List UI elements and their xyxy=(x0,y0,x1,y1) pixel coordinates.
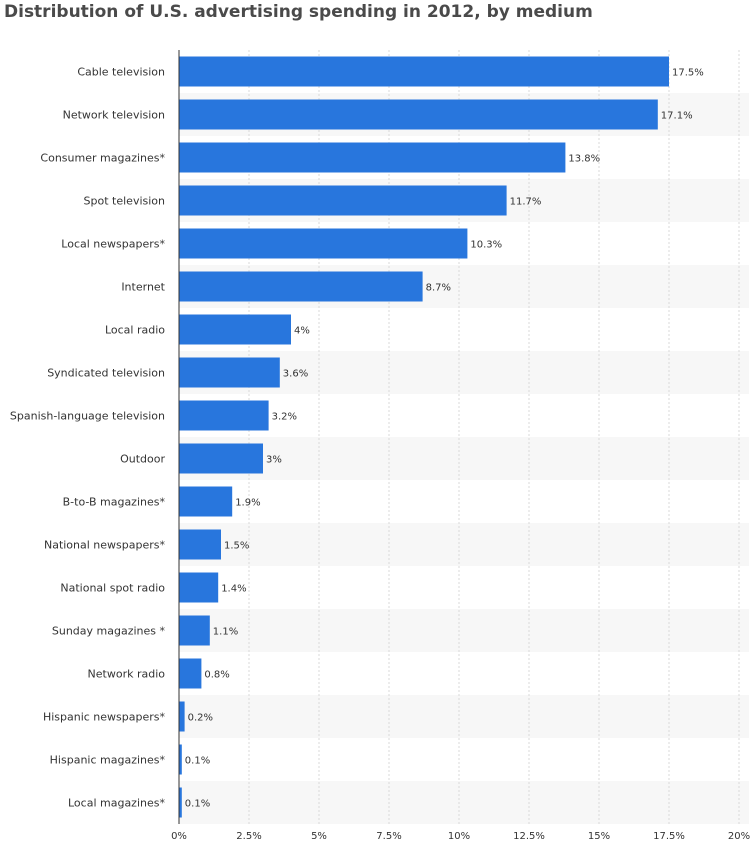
value-label: 10.3% xyxy=(470,240,502,251)
row-band xyxy=(179,609,749,652)
x-tick-label: 10% xyxy=(448,831,470,842)
value-label: 3% xyxy=(266,455,282,466)
category-label: Spanish-language television xyxy=(10,410,165,423)
x-tick-labels: 0% 2.5% 5% 7.5% 10% 12.5% 15% 17.5% 20% xyxy=(171,831,750,842)
value-label: 11.7% xyxy=(510,197,542,208)
category-label: Syndicated television xyxy=(47,367,165,380)
value-label: 17.5% xyxy=(672,68,704,79)
value-label: 0.2% xyxy=(188,713,213,724)
bars xyxy=(179,56,669,818)
x-tick-label: 15% xyxy=(588,831,610,842)
category-label: B-to-B magazines* xyxy=(63,496,166,509)
category-label: Local newspapers* xyxy=(61,238,165,251)
value-label: 17.1% xyxy=(661,111,693,122)
value-label: 3.2% xyxy=(272,412,297,423)
x-tick-label: 17.5% xyxy=(653,831,685,842)
chart-title: Distribution of U.S. advertising spendin… xyxy=(4,2,593,22)
value-label: 1.4% xyxy=(221,584,246,595)
bar[interactable] xyxy=(179,701,185,732)
bar[interactable] xyxy=(179,529,221,560)
value-label: 1.5% xyxy=(224,541,249,552)
x-tick-label: 0% xyxy=(171,831,187,842)
value-labels: 17.5% 17.1% 13.8% 11.7% 10.3% 8.7% 4% 3.6% 3.2% 3… xyxy=(185,68,704,810)
bar[interactable] xyxy=(179,142,566,173)
category-label: Internet xyxy=(121,281,165,294)
value-label: 8.7% xyxy=(426,283,451,294)
category-label: Spot television xyxy=(84,195,165,208)
value-label: 0.1% xyxy=(185,756,210,767)
gridlines xyxy=(248,50,740,824)
bar[interactable] xyxy=(179,56,669,87)
x-tick-label: 12.5% xyxy=(513,831,545,842)
category-label: National spot radio xyxy=(60,582,165,595)
row-band xyxy=(179,695,749,738)
value-label: 0.1% xyxy=(185,799,210,810)
bar[interactable] xyxy=(179,572,219,603)
bar[interactable] xyxy=(179,357,280,388)
category-label: National newspapers* xyxy=(44,539,166,552)
bar[interactable] xyxy=(179,99,658,130)
value-label: 4% xyxy=(294,326,310,337)
bar[interactable] xyxy=(179,271,423,302)
bar[interactable] xyxy=(179,228,468,259)
row-band xyxy=(179,781,749,824)
category-label: Outdoor xyxy=(120,453,165,466)
bar[interactable] xyxy=(179,658,202,689)
bar[interactable] xyxy=(179,185,507,216)
x-tick-label: 20% xyxy=(728,831,750,842)
x-tick-label: 5% xyxy=(311,831,327,842)
bar[interactable] xyxy=(179,615,210,646)
value-label: 1.1% xyxy=(213,627,238,638)
x-tick-label: 2.5% xyxy=(236,831,261,842)
category-label: Network television xyxy=(63,109,165,122)
bar[interactable] xyxy=(179,400,269,431)
category-label: Cable television xyxy=(77,66,165,79)
value-label: 13.8% xyxy=(568,154,600,165)
bar[interactable] xyxy=(179,787,182,818)
category-labels: Cable television Network television Consum… xyxy=(10,66,166,810)
category-label: Local radio xyxy=(105,324,165,337)
bar[interactable] xyxy=(179,486,233,517)
value-label: 1.9% xyxy=(235,498,260,509)
bar[interactable] xyxy=(179,314,291,345)
bar[interactable] xyxy=(179,443,263,474)
row-band xyxy=(179,523,749,566)
row-band xyxy=(179,437,749,480)
category-label: Consumer magazines* xyxy=(40,152,165,165)
value-label: 3.6% xyxy=(283,369,308,380)
x-tick-label: 7.5% xyxy=(376,831,401,842)
value-label: 0.8% xyxy=(204,670,229,681)
category-label: Hispanic magazines* xyxy=(50,754,166,767)
bar[interactable] xyxy=(179,744,182,775)
category-label: Hispanic newspapers* xyxy=(43,711,166,724)
category-label: Network radio xyxy=(88,668,166,681)
category-label: Sunday magazines * xyxy=(52,625,166,638)
category-label: Local magazines* xyxy=(68,797,165,810)
